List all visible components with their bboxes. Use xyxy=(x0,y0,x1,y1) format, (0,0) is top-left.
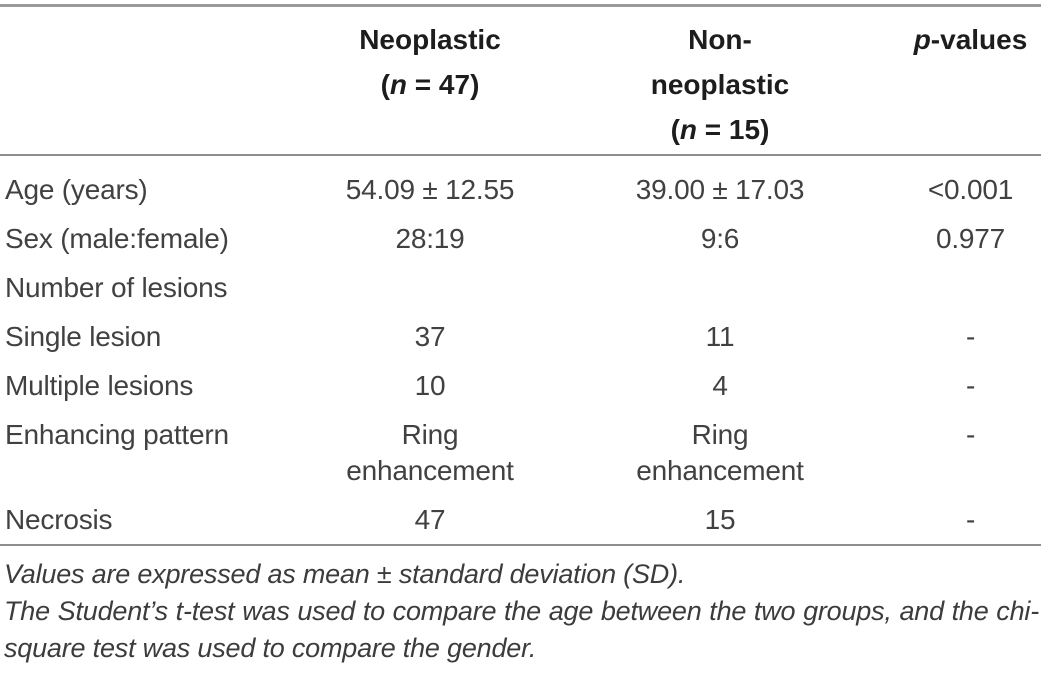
header-neoplastic-line2: (n = 47) xyxy=(380,69,480,100)
header-non-neoplastic-line1: Non- xyxy=(688,24,752,55)
non-neoplastic-value: 15 xyxy=(704,504,736,535)
table-row-enhancing-pattern: Enhancing pattern Ring enhancement Ring … xyxy=(0,410,1041,495)
p-value: - xyxy=(965,504,976,535)
row-label: Necrosis xyxy=(5,504,113,535)
neoplastic-value: 54.09 ± 12.55 xyxy=(345,174,515,205)
header-non-neoplastic-line2: neoplastic xyxy=(650,69,790,100)
p-value: <0.001 xyxy=(927,174,1014,205)
p-value: - xyxy=(965,370,976,401)
non-neoplastic-value: 9:6 xyxy=(700,223,740,254)
row-label: Enhancing pattern xyxy=(5,419,229,450)
table-row-number-of-lesions: Number of lesions xyxy=(0,263,1041,312)
p-value: 0.977 xyxy=(935,223,1006,254)
table-row-multiple-lesions: Multiple lesions 10 4 - xyxy=(0,361,1041,410)
neoplastic-value: 10 xyxy=(414,370,446,401)
non-neoplastic-value: 4 xyxy=(712,370,728,401)
neoplastic-value: Ring enhancement xyxy=(346,419,514,486)
table-row-sex: Sex (male:female) 28:19 9:6 0.977 xyxy=(0,214,1041,263)
neoplastic-value: 37 xyxy=(414,321,446,352)
non-neoplastic-value xyxy=(540,263,900,312)
neoplastic-value: 28:19 xyxy=(395,223,465,254)
table-footnotes: Values are expressed as mean ± standard … xyxy=(0,556,1041,667)
header-neoplastic-line1: Neoplastic xyxy=(359,24,501,55)
row-label: Multiple lesions xyxy=(5,370,194,401)
header-non-neoplastic-line3: (n = 15) xyxy=(670,114,770,145)
non-neoplastic-value: Ring enhancement xyxy=(636,419,804,486)
header-neoplastic: Neoplastic (n = 47) xyxy=(320,5,540,156)
non-neoplastic-value: 39.00 ± 17.03 xyxy=(635,174,805,205)
footnote-values-note: Values are expressed as mean ± standard … xyxy=(4,559,686,589)
neoplastic-value: 47 xyxy=(414,504,446,535)
row-label: Number of lesions xyxy=(5,272,228,303)
non-neoplastic-value: 11 xyxy=(705,321,735,352)
p-value: - xyxy=(965,321,976,352)
neoplastic-value xyxy=(320,263,540,312)
row-label: Age (years) xyxy=(5,174,148,205)
table-row-single-lesion: Single lesion 37 11 - xyxy=(0,312,1041,361)
comparison-table: Neoplastic (n = 47) Non- neoplastic (n =… xyxy=(0,4,1041,546)
p-value: - xyxy=(965,419,976,450)
header-p-values: p-values xyxy=(900,5,1041,156)
p-value xyxy=(900,263,1041,312)
row-label: Single lesion xyxy=(5,321,162,352)
footnote-statistics-note: The Student’s t-test was used to compare… xyxy=(4,596,1039,663)
header-empty-cell xyxy=(0,5,320,156)
table-row-necrosis: Necrosis 47 15 - xyxy=(0,495,1041,545)
row-label: Sex (male:female) xyxy=(5,223,229,254)
header-non-neoplastic: Non- neoplastic (n = 15) xyxy=(540,5,900,156)
table-row-age: Age (years) 54.09 ± 12.55 39.00 ± 17.03 … xyxy=(0,155,1041,214)
header-row: Neoplastic (n = 47) Non- neoplastic (n =… xyxy=(0,5,1041,156)
